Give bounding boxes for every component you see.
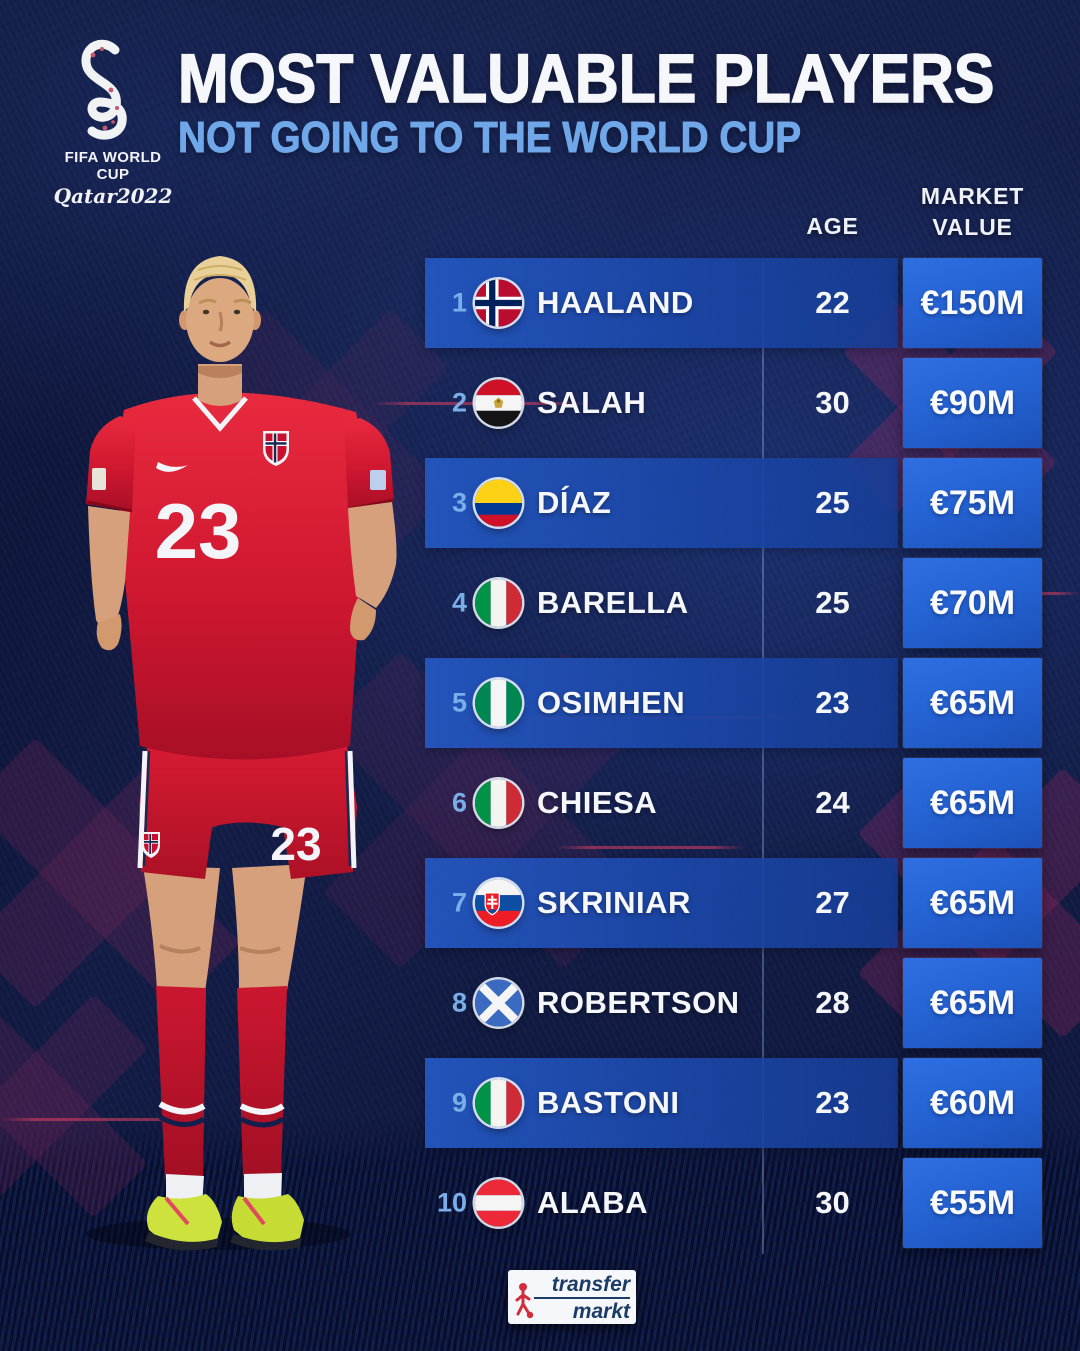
qatar-2022-text: Qatar2022 (53, 184, 173, 208)
fifa-world-cup-logo: FIFA WORLD CUP Qatar2022 (46, 38, 180, 208)
flag-slovakia-icon (475, 879, 522, 927)
player-age: 24 (815, 785, 850, 820)
flag-norway-icon (475, 279, 522, 327)
market-value: €65M (903, 658, 1042, 748)
table-row: 10 ALABA 30 €55M (425, 1158, 1042, 1248)
table-row: 5 OSIMHEN 23 €65M (425, 658, 1042, 748)
market-value: €65M (903, 858, 1042, 948)
market-value: €75M (903, 458, 1042, 548)
column-header-market-value: MARKET VALUE (920, 183, 1025, 240)
player-name: HAALAND (537, 285, 694, 320)
market-value: €65M (903, 758, 1042, 848)
player-age: 28 (815, 985, 850, 1020)
rank: 1 (451, 287, 467, 318)
flag-nigeria-icon (475, 679, 522, 727)
rank: 4 (451, 587, 467, 618)
rank: 6 (451, 787, 467, 818)
jersey-number: 23 (155, 487, 242, 575)
table-row: 2 SALAH 30 €90M (425, 358, 1042, 448)
column-header-age: AGE (806, 213, 859, 239)
player-name: BASTONI (537, 1085, 680, 1120)
norway-crest (263, 431, 289, 466)
player-name: SKRINIAR (537, 885, 691, 920)
rank: 5 (451, 687, 467, 718)
page-title: MOST VALUABLE PLAYERS (177, 40, 995, 117)
player-name: ROBERTSON (537, 985, 740, 1020)
player-age: 23 (815, 1085, 850, 1120)
flag-austria-icon (475, 1179, 522, 1227)
market-value: €55M (903, 1158, 1042, 1248)
market-value: €60M (903, 1058, 1042, 1148)
page-subtitle: NOT GOING TO THE WORLD CUP (178, 113, 802, 163)
player-name: ALABA (537, 1185, 648, 1220)
player-age: 25 (815, 485, 850, 520)
rank: 2 (451, 387, 467, 418)
player-name: DÍAZ (537, 485, 612, 520)
player-age: 27 (815, 885, 850, 920)
table-row: 3 DÍAZ 25 €75M (425, 458, 1042, 548)
x-cross-decoration (198, 300, 458, 560)
table-row: 9 BASTONI 23 €60M (425, 1058, 1042, 1148)
player-name: SALAH (537, 385, 647, 420)
sleeve-patch (370, 470, 386, 490)
kicker-figure-icon (515, 1283, 533, 1319)
flag-egypt-icon (475, 379, 522, 427)
column-divider (762, 262, 764, 1254)
market-value: €150M (903, 258, 1042, 348)
flag-colombia-icon (475, 479, 522, 527)
player-age: 23 (815, 685, 850, 720)
title-block: MOST VALUABLE PLAYERS NOT GOING TO THE W… (177, 40, 1080, 163)
brand-line-transfer: transfer (551, 1273, 630, 1296)
player-name: CHIESA (537, 785, 658, 820)
rank: 9 (451, 1087, 467, 1118)
table-row: 4 BARELLA 25 €70M (425, 558, 1042, 648)
ranking-table: 1 HAALAND 22 €150M 2 SALAH 30 €90M 3 DÍA… (425, 258, 1042, 1258)
flag-italy-icon (475, 579, 522, 627)
player-age: 30 (815, 385, 850, 420)
flag-italy-icon (475, 1079, 522, 1127)
fifa-logo-text: FIFA WORLD CUP (64, 149, 162, 183)
transfermarkt-logo: transfer markt (508, 1270, 636, 1324)
market-value: €65M (903, 958, 1042, 1048)
market-value: €90M (903, 358, 1042, 448)
table-row: 7 SKRINIAR 27 €65M (425, 858, 1042, 948)
player-age: 25 (815, 585, 850, 620)
flag-italy-icon (475, 779, 522, 827)
table-row: 6 CHIESA 24 €65M (425, 758, 1042, 848)
rank: 3 (451, 487, 467, 518)
rank: 8 (451, 987, 467, 1018)
rank: 7 (451, 887, 467, 918)
player-name: BARELLA (537, 585, 689, 620)
brand-text: transfer markt (534, 1273, 630, 1324)
market-value: €70M (903, 558, 1042, 648)
table-row: 8 ROBERTSON 28 €65M (425, 958, 1042, 1048)
x-cross-decoration (0, 728, 250, 1018)
nike-swoosh-icon (156, 462, 188, 472)
qatar-2022-emblem-icon (81, 39, 127, 140)
table-row: 1 HAALAND 22 €150M (425, 258, 1042, 348)
shorts-crest (142, 832, 160, 858)
player-age: 22 (815, 285, 850, 320)
flag-scotland-icon (475, 979, 522, 1027)
player-age: 30 (815, 1185, 850, 1220)
shorts-number: 23 (270, 818, 321, 870)
player-photo: 23 (8, 246, 428, 1256)
rank: 10 (436, 1187, 467, 1218)
brand-line-markt: markt (534, 1297, 630, 1324)
sleeve-badge (92, 468, 106, 490)
player-illustration: 23 (86, 256, 397, 1251)
player-name: OSIMHEN (537, 685, 686, 720)
